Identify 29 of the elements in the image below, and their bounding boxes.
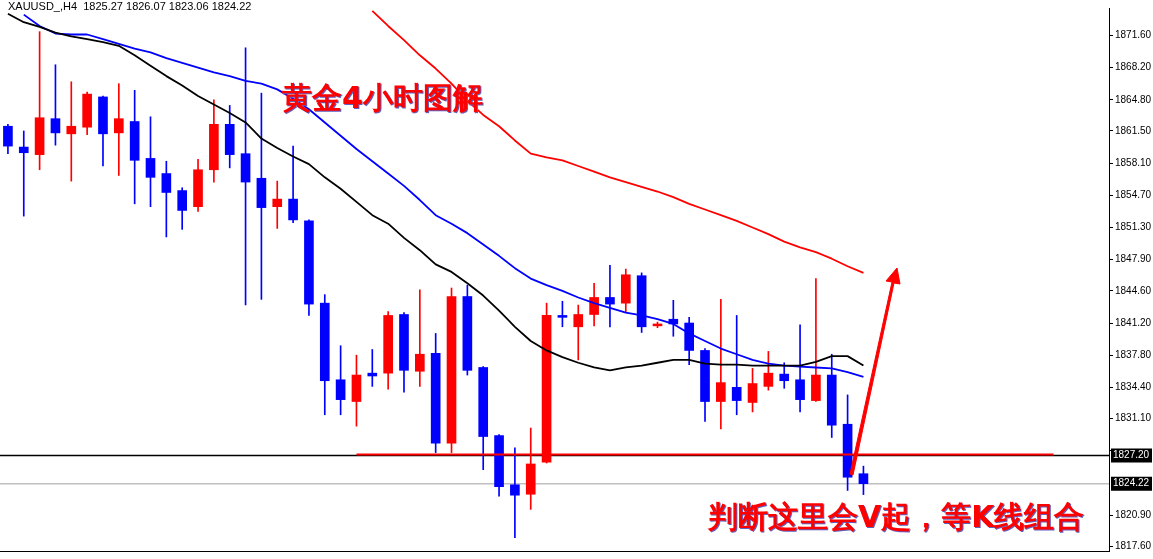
y-tick-label: 1868.20 [1115, 61, 1152, 73]
candlestick [113, 83, 124, 176]
y-tick-label: 1834.40 [1115, 381, 1152, 393]
candlestick [510, 447, 520, 539]
y-tick-label: 1820.90 [1115, 508, 1152, 520]
y-tick-label: 1864.80 [1115, 93, 1152, 105]
y-tick-label: 1837.80 [1115, 348, 1152, 360]
candlestick [18, 130, 29, 217]
candlestick [415, 289, 425, 387]
y-tick-label: 1861.50 [1115, 124, 1152, 136]
candlestick [66, 81, 77, 182]
y-tick-label: 1844.60 [1115, 284, 1152, 296]
candlestick [605, 264, 615, 328]
candlestick [272, 180, 283, 229]
candlestick [811, 278, 821, 402]
y-tick-label: 1854.70 [1115, 189, 1152, 201]
y-tick-label: 1817.60 [1115, 540, 1152, 552]
annotation: 判断这里会V起，等K线组合 [708, 498, 1085, 536]
y-tick-label: 1841.20 [1115, 316, 1152, 328]
y-tick-label: 1851.30 [1115, 221, 1152, 233]
chart-title: XAUUSD_,H4 1825.27 1826.07 1823.06 1824.22 [8, 0, 252, 12]
candlestick [716, 299, 726, 430]
ref-line-label: 1827.20 [1113, 449, 1150, 461]
candlestick [573, 304, 584, 361]
y-tick-label: 1847.90 [1115, 253, 1152, 265]
y-tick-label: 1871.60 [1115, 29, 1152, 41]
y-tick-label: 1858.10 [1115, 156, 1152, 168]
ref-line-label: 1824.22 [1113, 477, 1150, 489]
y-tick-label: 1831.10 [1115, 412, 1152, 424]
